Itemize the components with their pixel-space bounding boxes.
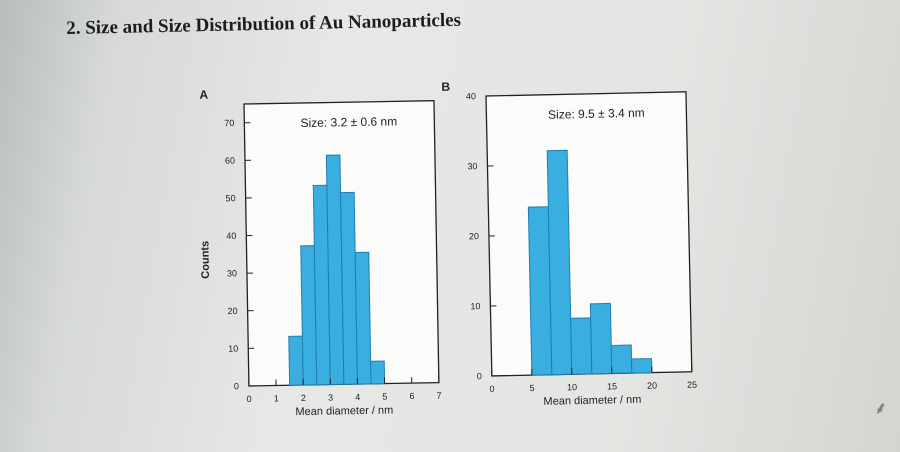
histogram-bar [610, 344, 633, 374]
x-tick-label: 20 [647, 380, 657, 390]
histogram-bar [340, 191, 358, 385]
y-tick-label: 70 [224, 118, 234, 128]
histogram-bar [354, 251, 372, 385]
y-tick-label: 10 [228, 344, 238, 354]
histogram-bar [288, 335, 304, 386]
y-axis-label: Counts [199, 241, 212, 279]
x-tick-label: 3 [328, 392, 333, 402]
y-tick-label: 30 [467, 161, 477, 171]
pen-mark-icon: ⸙ [874, 398, 888, 419]
y-tick-label: 40 [466, 91, 476, 101]
x-tick-label: 0 [247, 394, 252, 404]
x-axis-label: Mean diameter / nm [295, 404, 393, 418]
x-axis-label: Mean diameter / nm [543, 394, 641, 408]
y-tick-label: 30 [227, 268, 237, 278]
histogram-bar [589, 302, 613, 375]
x-tick-label: 5 [382, 392, 387, 402]
y-tick-label: 0 [477, 371, 482, 381]
x-tick-label: 6 [409, 391, 414, 401]
y-tick-label: 20 [469, 231, 479, 241]
x-tick-label: 15 [607, 381, 617, 391]
x-tick-label: 5 [530, 383, 535, 393]
histogram-panel-a: 0 10 20 30 40 50 60 70 0 1 2 3 4 5 6 7 Mean diameter / n… [199, 88, 442, 419]
y-tick-label: 50 [226, 193, 236, 203]
panel-label: B [441, 80, 450, 94]
x-tick-label: 1 [274, 393, 279, 403]
histogram-bar [370, 360, 386, 385]
y-tick-label: 0 [234, 381, 239, 391]
x-tick-label: 2 [301, 393, 306, 403]
panel-label: A [199, 88, 208, 102]
histogram-bar [546, 149, 573, 376]
x-tick-label: 4 [355, 392, 360, 402]
y-tick-label: 40 [226, 231, 236, 241]
x-tick-label: 25 [687, 380, 697, 390]
y-tick-label: 10 [470, 301, 480, 311]
x-tick-label: 10 [567, 382, 577, 392]
y-tick-label: 60 [225, 156, 235, 166]
y-tick-label: 20 [228, 306, 238, 316]
histogram-bar [570, 317, 593, 375]
size-annotation: Size: 9.5 ± 3.4 nm [548, 106, 645, 122]
histogram-bar [527, 206, 553, 376]
size-annotation: Size: 3.2 ± 0.6 nm [300, 114, 397, 130]
histogram-bar [631, 358, 653, 374]
x-tick-label: 7 [437, 391, 442, 401]
x-tick-label: 0 [490, 384, 495, 394]
histogram-panel-b: 0 10 20 30 40 0 5 10 15 20 25 Mean diameter / nm Siz… [441, 80, 697, 408]
